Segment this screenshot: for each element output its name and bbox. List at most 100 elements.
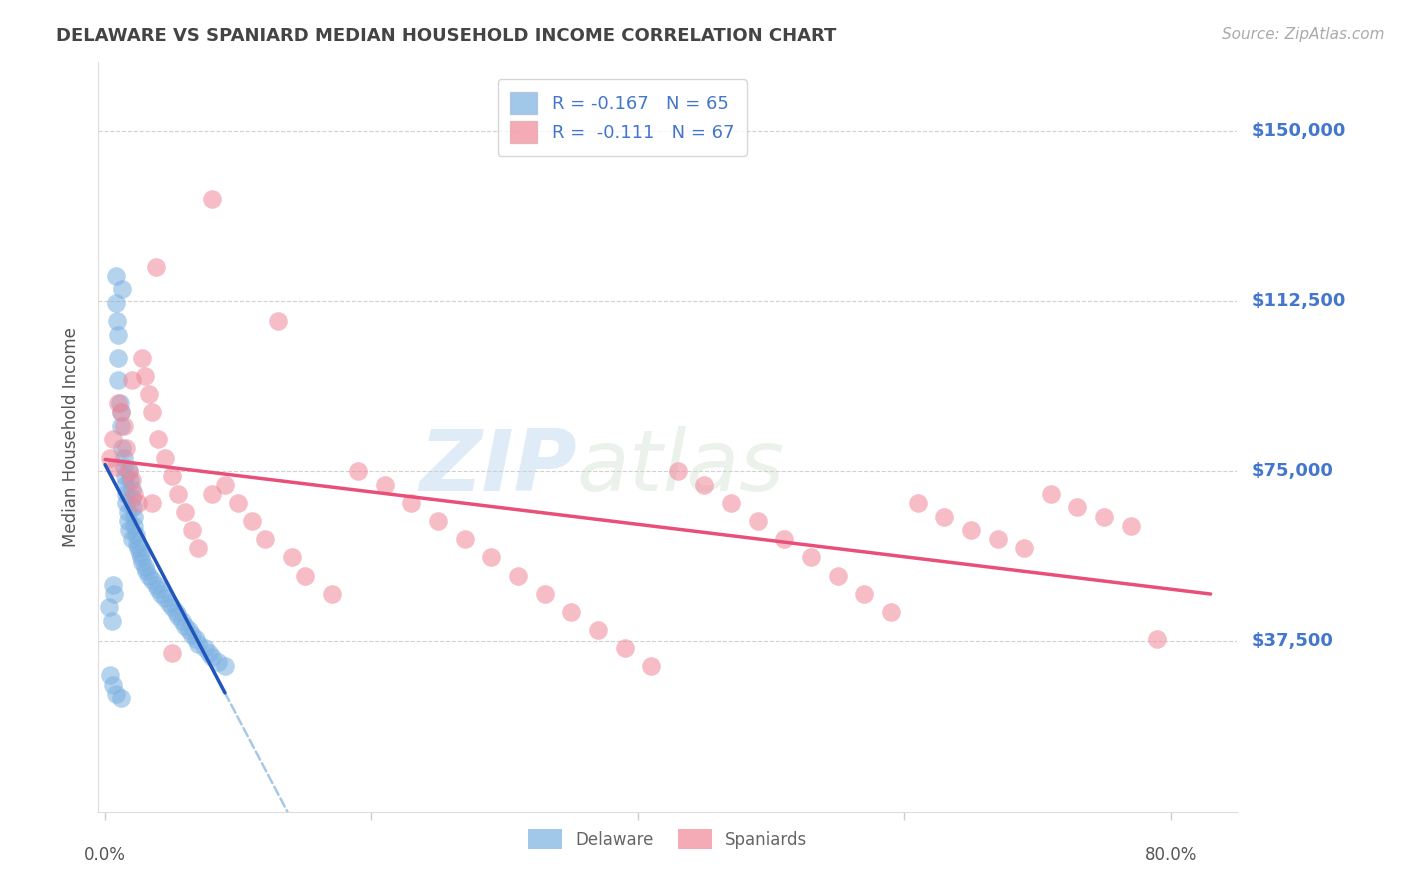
Point <box>454 533 477 547</box>
Point <box>115 496 138 510</box>
Point <box>131 555 153 569</box>
Point <box>115 487 138 501</box>
Point <box>880 605 903 619</box>
Point <box>194 641 217 656</box>
Point <box>117 514 139 528</box>
Point <box>121 483 143 497</box>
Point <box>101 677 124 691</box>
Point <box>374 477 396 491</box>
Point <box>110 405 132 419</box>
Point <box>120 473 142 487</box>
Point <box>187 541 209 556</box>
Point <box>104 687 127 701</box>
Text: $112,500: $112,500 <box>1251 292 1346 310</box>
Point <box>201 192 224 206</box>
Point <box>141 496 163 510</box>
Point <box>101 433 124 447</box>
Point <box>114 468 136 483</box>
Point <box>121 491 143 506</box>
Point <box>121 533 143 547</box>
Point <box>174 505 197 519</box>
Point <box>167 609 190 624</box>
Point <box>101 577 124 591</box>
Text: DELAWARE VS SPANIARD MEDIAN HOUSEHOLD INCOME CORRELATION CHART: DELAWARE VS SPANIARD MEDIAN HOUSEHOLD IN… <box>56 27 837 45</box>
Point <box>1039 487 1062 501</box>
Point <box>118 464 141 478</box>
Point <box>145 577 167 591</box>
Point <box>124 487 146 501</box>
Point <box>207 655 229 669</box>
Legend: Delaware, Spaniards: Delaware, Spaniards <box>522 822 814 855</box>
Point <box>214 659 236 673</box>
Point <box>1092 509 1115 524</box>
Point <box>124 518 146 533</box>
Text: $75,000: $75,000 <box>1251 462 1333 480</box>
Point <box>226 496 249 510</box>
Point <box>150 587 173 601</box>
Point <box>506 568 529 582</box>
Point <box>479 550 502 565</box>
Point <box>107 351 129 365</box>
Point <box>184 632 207 647</box>
Point <box>127 496 149 510</box>
Point <box>111 283 134 297</box>
Point <box>112 418 135 433</box>
Point <box>148 582 170 597</box>
Point <box>104 268 127 283</box>
Point <box>100 668 122 682</box>
Point <box>165 605 187 619</box>
Point <box>138 387 160 401</box>
Point <box>124 509 146 524</box>
Point <box>666 464 689 478</box>
Point <box>114 477 136 491</box>
Point <box>401 496 423 510</box>
Point <box>167 487 190 501</box>
Point <box>187 637 209 651</box>
Point <box>827 568 849 582</box>
Point <box>125 527 148 541</box>
Point <box>107 373 129 387</box>
Point <box>107 327 129 342</box>
Point <box>110 691 132 706</box>
Point <box>153 450 176 465</box>
Point <box>693 477 716 491</box>
Point <box>117 505 139 519</box>
Point <box>157 596 180 610</box>
Point <box>347 464 370 478</box>
Point <box>321 587 343 601</box>
Point <box>110 405 132 419</box>
Point <box>128 546 150 560</box>
Point <box>214 477 236 491</box>
Point <box>108 396 131 410</box>
Point <box>180 627 202 641</box>
Point <box>800 550 823 565</box>
Point <box>134 559 156 574</box>
Point <box>145 260 167 274</box>
Point <box>907 496 929 510</box>
Point <box>533 587 555 601</box>
Point <box>177 623 200 637</box>
Point <box>103 587 125 601</box>
Point <box>98 600 121 615</box>
Point <box>134 368 156 383</box>
Point <box>201 650 224 665</box>
Text: Source: ZipAtlas.com: Source: ZipAtlas.com <box>1222 27 1385 42</box>
Point <box>112 450 135 465</box>
Point <box>104 459 127 474</box>
Text: ZIP: ZIP <box>419 425 576 508</box>
Point <box>172 614 194 628</box>
Point <box>294 568 316 582</box>
Point <box>138 568 160 582</box>
Text: 80.0%: 80.0% <box>1144 847 1197 864</box>
Point <box>148 433 170 447</box>
Point <box>141 573 163 587</box>
Point <box>174 618 197 632</box>
Point <box>960 523 983 537</box>
Text: atlas: atlas <box>576 425 785 508</box>
Point <box>198 646 221 660</box>
Point <box>153 591 176 606</box>
Point <box>118 523 141 537</box>
Point <box>104 296 127 310</box>
Point <box>107 396 129 410</box>
Text: $37,500: $37,500 <box>1251 632 1333 650</box>
